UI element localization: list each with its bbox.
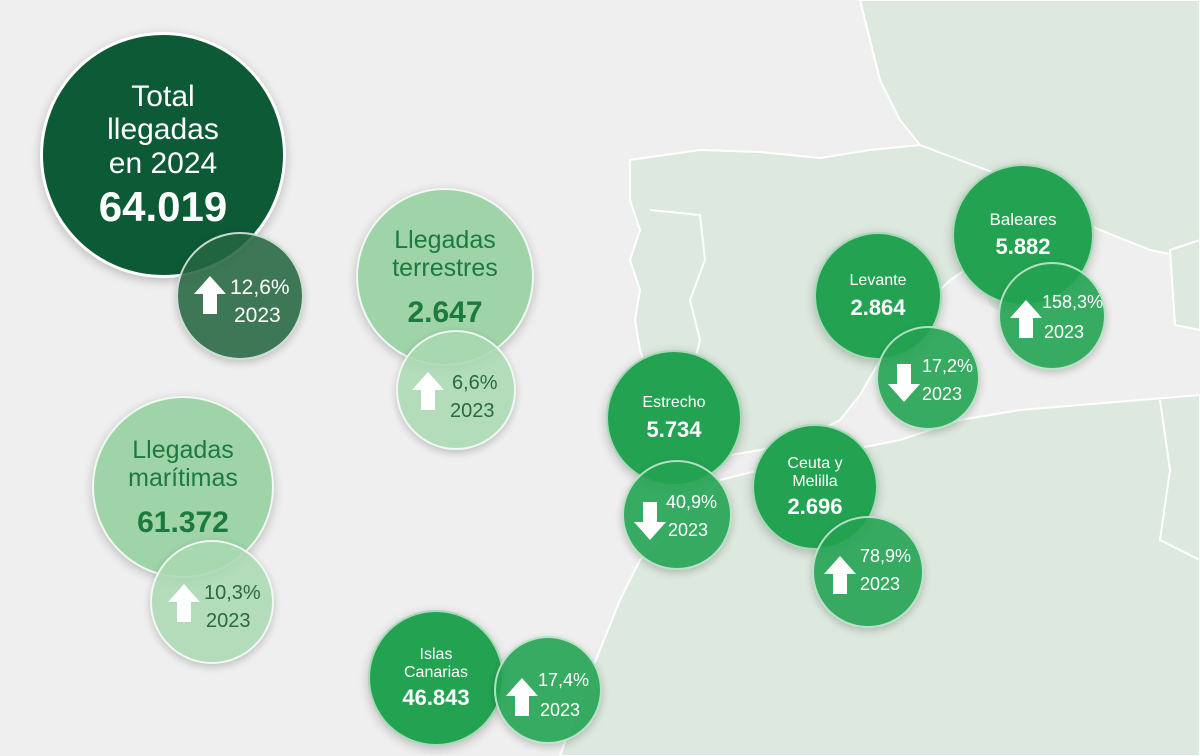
total-arrivals-value: 64.019 [98, 183, 228, 231]
estrecho-label: Estrecho [642, 393, 706, 411]
arrow-up-icon [824, 556, 856, 594]
land-change-bubble: 6,6% 2023 [396, 330, 516, 450]
canarias-change-percent: 17,4% [538, 670, 590, 690]
levante-change-year: 2023 [922, 384, 963, 404]
ceuta-melilla-label: Ceuta y Melilla [787, 455, 843, 490]
arrow-down-icon [634, 502, 666, 540]
baleares-change-year: 2023 [1044, 322, 1085, 342]
ceuta-melilla-change-percent: 78,9% [860, 546, 912, 566]
sea-change-year: 2023 [206, 610, 251, 632]
land-change-year: 2023 [450, 400, 495, 422]
land-change-percent: 6,6% [452, 372, 498, 394]
total-arrivals-bubble: Total llegadas en 2024 64.019 [40, 32, 286, 278]
estrecho-change-percent: 40,9% [666, 492, 718, 512]
sardinia-land [1168, 238, 1200, 332]
levante-value: 2.864 [850, 294, 906, 320]
sea-arrivals-label: Llegadas marítimas [128, 435, 238, 492]
arrow-up-icon [194, 276, 226, 314]
arrow-up-icon [412, 372, 444, 410]
levante-change-bubble: 17,2% 2023 [876, 326, 980, 430]
canarias-bubble: Islas Canarias 46.843 [368, 610, 504, 746]
ceuta-melilla-bubble: Ceuta y Melilla 2.696 [752, 424, 878, 550]
baleares-change-bubble: 158,3% 2023 [998, 262, 1106, 370]
land-arrivals-value: 2.647 [407, 295, 483, 329]
levante-bubble: Levante 2.864 [814, 232, 942, 360]
canarias-label: Islas Canarias [403, 646, 469, 681]
sea-change-percent: 10,3% [204, 582, 261, 604]
estrecho-change-year: 2023 [668, 520, 709, 540]
total-change-percent: 12,6% [230, 276, 290, 299]
baleares-label: Baleares [989, 210, 1057, 230]
baleares-value: 5.882 [995, 234, 1051, 260]
levante-change-percent: 17,2% [922, 356, 974, 376]
total-change-bubble: 12,6% 2023 [176, 232, 304, 360]
africa-border [1158, 399, 1200, 561]
estrecho-change-bubble: 40,9% 2023 [622, 460, 732, 570]
canarias-value: 46.843 [402, 684, 470, 710]
total-change-year: 2023 [234, 304, 281, 327]
arrow-up-icon [168, 584, 200, 622]
estrecho-value: 5.734 [646, 416, 702, 442]
levante-label: Levante [849, 271, 907, 289]
land-arrivals-label: Llegadas terrestres [392, 225, 498, 282]
total-arrivals-label: Total llegadas en 2024 [107, 79, 219, 180]
canarias-change-year: 2023 [540, 700, 581, 720]
arrow-up-icon [506, 678, 538, 716]
sea-arrivals-value: 61.372 [137, 505, 229, 539]
ceuta-melilla-change-bubble: 78,9% 2023 [812, 516, 924, 628]
ceuta-melilla-change-year: 2023 [860, 574, 901, 594]
canarias-change-bubble: 17,4% 2023 [494, 636, 602, 744]
arrow-down-icon [888, 364, 920, 402]
arrow-up-icon [1010, 300, 1042, 338]
sea-change-bubble: 10,3% 2023 [150, 540, 274, 664]
ceuta-melilla-value: 2.696 [787, 493, 843, 519]
baleares-change-percent: 158,3% [1042, 292, 1104, 312]
